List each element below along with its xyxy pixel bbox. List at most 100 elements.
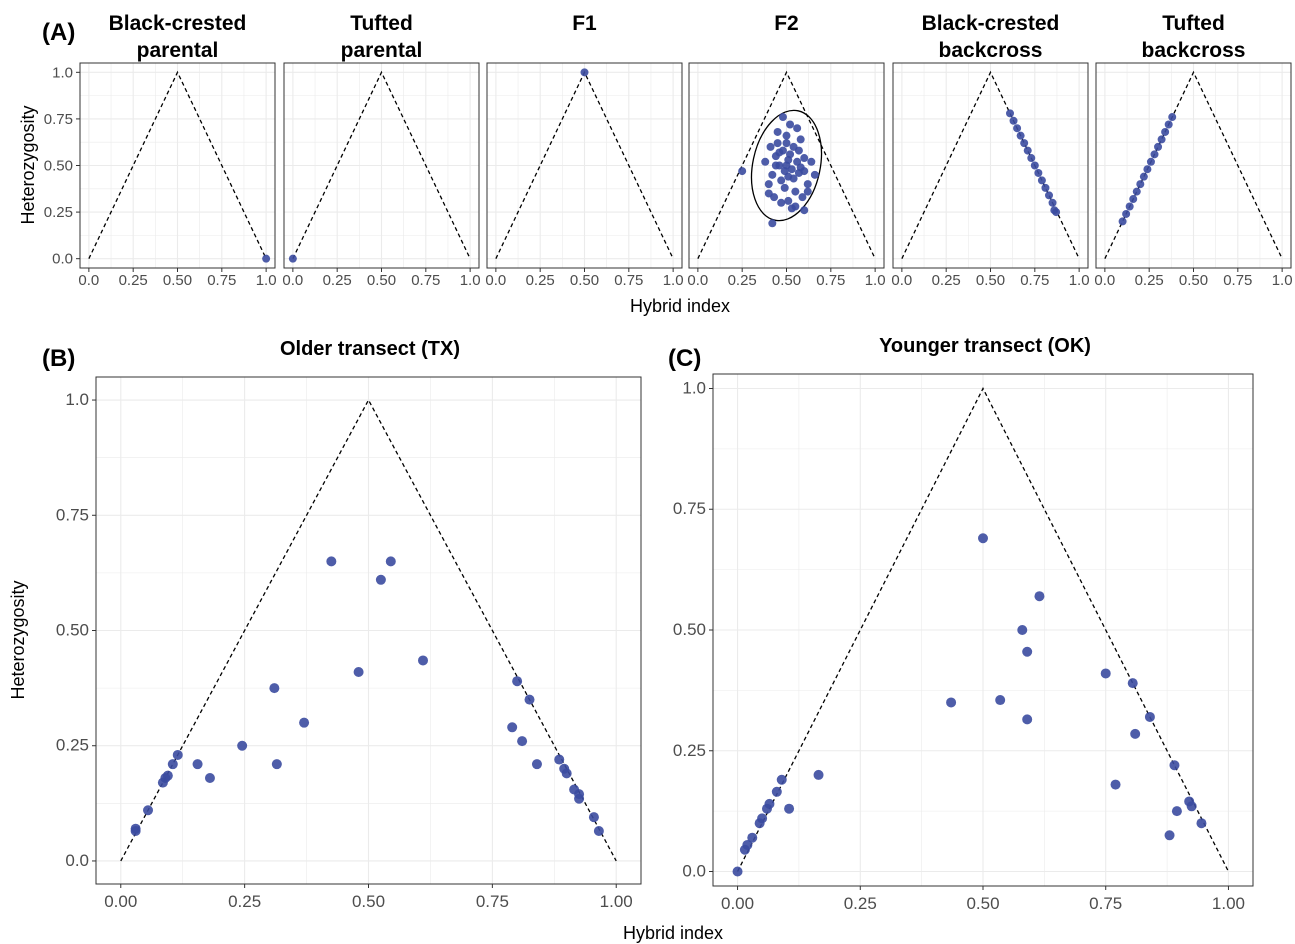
panel-a-facet-4-point xyxy=(810,170,819,179)
panel-a-facet-5-point xyxy=(1006,109,1014,118)
panel-a-facet-4-point xyxy=(786,120,795,129)
panel-a-facet-4-point xyxy=(784,196,793,205)
panel-a-facet-6-title: Tufted xyxy=(1162,12,1225,35)
panel-a-facet-2-plot: 0.0 0.25 0.50 0.75 1.0 xyxy=(282,62,481,289)
panel-c-x-tick-label: 0.00 xyxy=(721,894,754,913)
panel-a-facet-3-x-tick-label: 0.75 xyxy=(614,272,643,289)
panel-b-point xyxy=(507,722,518,733)
panel-a-facet-5-x-tick-label: 1.0 xyxy=(1069,272,1090,289)
panel-a-facet-4-point xyxy=(777,198,786,207)
panel-c-point xyxy=(732,866,743,877)
panel-a-facet-6-point xyxy=(1168,113,1177,122)
panel-b-point xyxy=(593,825,604,836)
panel-a-facet-1-y-tick-label: 0.0 xyxy=(52,251,73,268)
panel-b-y-tick-label: 1.0 xyxy=(65,390,89,409)
panel-a-facet-3-point xyxy=(580,68,589,77)
panel-a-facet-4-ellipse xyxy=(750,109,823,222)
panel-a-facet-2-x-tick-label: 0.50 xyxy=(367,272,396,289)
panel-a-facet-1-title: parental xyxy=(137,39,219,62)
panel-a-facet-4-x-tick-label: 0.0 xyxy=(687,272,708,289)
panel-a-facet-4-x-tick-label: 0.25 xyxy=(728,272,757,289)
panel-a-facet-6-x-tick-label: 1.0 xyxy=(1272,272,1293,289)
panel-c-point xyxy=(1127,678,1138,689)
panel-b-x-tick-label: 1.00 xyxy=(600,892,633,911)
panel-c-y-tick-label: 1.0 xyxy=(682,378,706,397)
panel-a-facet-3-x-tick-label: 0.50 xyxy=(570,272,599,289)
panel-a-facet-6-x-tick-label: 0.75 xyxy=(1223,272,1252,289)
panel-a-facet-2-boundary-triangle xyxy=(292,70,471,259)
panel-a-facet-2-title: parental xyxy=(341,39,423,62)
panel-a-facet-6-point xyxy=(1118,217,1127,226)
panel-c-x-axis-title: Hybrid index xyxy=(623,923,723,943)
panel-a-facet-5-point xyxy=(1023,146,1032,155)
panel-a-facet-4-point xyxy=(800,167,809,176)
panel-a-facet-4-point xyxy=(761,157,770,166)
panel-a-facet-3-x-tick-label: 0.25 xyxy=(526,272,555,289)
panel-a-facet-4-point xyxy=(800,206,809,215)
panel-a-facet-4-point xyxy=(791,187,800,196)
panel-b-point xyxy=(326,556,337,567)
panel-b-point xyxy=(531,759,542,770)
panel-b-x-tick-label: 0.00 xyxy=(104,892,137,911)
panel-b-point xyxy=(172,749,183,760)
panel-a-facet-4-point xyxy=(771,161,780,170)
panel-a-facet-5-point xyxy=(1048,198,1057,207)
panel-c-point xyxy=(1130,728,1141,739)
panel-label-c: (C) xyxy=(668,345,701,372)
panel-a-facet-6-point xyxy=(1154,142,1163,151)
panel-c-point xyxy=(771,786,782,797)
panel-a-facet-1-boundary-triangle xyxy=(88,70,267,259)
panel-b-x-tick-label: 0.50 xyxy=(352,892,385,911)
panel-a-facet-1-y-tick-label: 0.25 xyxy=(44,204,73,221)
panel-c-x-tick-label: 1.00 xyxy=(1212,894,1245,913)
panel-a-facet-6-point xyxy=(1136,180,1145,189)
panel-c-point xyxy=(1034,591,1045,602)
panel-c-title: Younger transect (OK) xyxy=(879,335,1091,357)
panel-b-point xyxy=(588,812,599,823)
panel-a-facet-4-point xyxy=(803,180,812,189)
panel-a-facet-4-point xyxy=(768,219,777,228)
panel-a-facet-4-boundary-triangle xyxy=(697,70,876,259)
panel-c-point xyxy=(1169,760,1180,771)
panel-a-facet-4-title: F2 xyxy=(774,12,799,35)
panel-c-point xyxy=(776,774,787,785)
panel-a-facet-6-x-tick-label: 0.0 xyxy=(1094,272,1115,289)
panel-a-facet-5-point xyxy=(1037,176,1046,185)
panel-b-point xyxy=(512,676,523,687)
panel-a-facet-3-title: F1 xyxy=(572,12,597,35)
panel-b-point xyxy=(524,694,535,705)
panel-a-facets: 0.0 0.25 0.50 0.75 1.00.00.250.500.751.0Blac… xyxy=(44,12,1293,289)
panel-a-facet-2-x-tick-label: 0.0 xyxy=(282,272,303,289)
panel-b-point xyxy=(554,754,565,765)
panel-b-point xyxy=(375,574,386,585)
panel-c-point xyxy=(742,839,753,850)
panel-a-facet-5-point xyxy=(1009,116,1018,125)
panel-a-facet-4-point xyxy=(784,155,793,164)
panel-a-facet-6-point xyxy=(1129,195,1138,204)
panel-a-facet-5-point xyxy=(1041,183,1050,192)
panel-a-facet-5-point xyxy=(1034,168,1043,177)
panel-a-facet-4-point xyxy=(777,176,786,185)
panel-c-x-tick-label: 0.75 xyxy=(1089,894,1122,913)
panel-a-facet-6-x-tick-label: 0.50 xyxy=(1179,272,1208,289)
panel-a-facet-4-x-tick-label: 1.0 xyxy=(865,272,886,289)
panel-b-point xyxy=(561,768,572,779)
panel-c-point xyxy=(1110,779,1121,790)
panel-a-facet-5-point xyxy=(1052,208,1061,217)
panel-c-point xyxy=(1164,830,1175,841)
panel-a-facet-2-x-tick-label: 0.25 xyxy=(323,272,352,289)
panel-b-y-tick-label: 0.0 xyxy=(65,851,89,870)
panel-b-point xyxy=(299,717,310,728)
panel-c-y-tick-label: 0.50 xyxy=(673,620,706,639)
panel-a-facet-4-point xyxy=(803,187,812,196)
panel-b-point xyxy=(271,759,282,770)
panel-a-facet-4-point xyxy=(789,174,798,183)
panel-a-facet-5-x-tick-label: 0.75 xyxy=(1020,272,1049,289)
panel-b-point xyxy=(353,666,364,677)
panel-a-facet-2-x-tick-label: 0.75 xyxy=(411,272,440,289)
panel-a-facet-5-point xyxy=(1030,161,1039,170)
panel-a-facet-5-x-tick-label: 0.0 xyxy=(891,272,912,289)
panel-a-facet-5-title: backcross xyxy=(939,39,1043,62)
panel-a-facet-1-plot: 0.0 0.25 0.50 0.75 1.0 0.0 0.25 0.50 0.75 1.0 xyxy=(44,62,277,289)
panel-c-point xyxy=(764,798,775,809)
